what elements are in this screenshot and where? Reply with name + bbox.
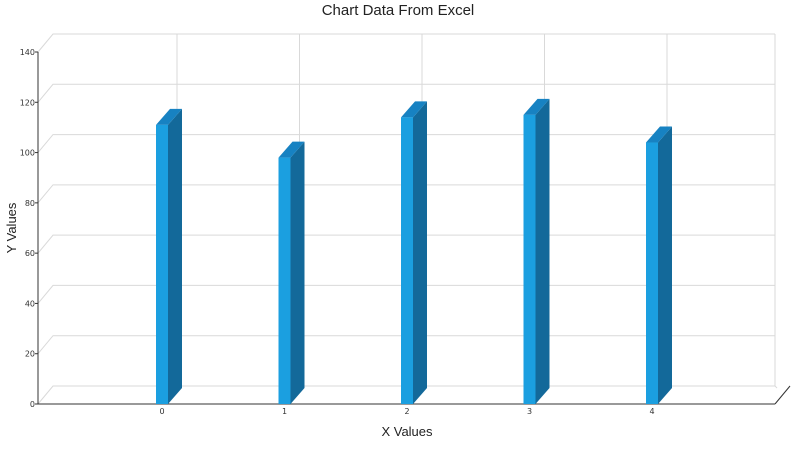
y-tick-label: 40 xyxy=(25,299,35,308)
x-tick-label: 3 xyxy=(527,407,532,416)
bar-side-face xyxy=(658,126,672,404)
floor-edge xyxy=(774,385,778,389)
y-tick-label: 60 xyxy=(25,249,35,258)
x-tick-label: 4 xyxy=(649,407,654,416)
grid-line-y xyxy=(37,83,775,103)
y-axis-label: Y Values xyxy=(4,202,19,253)
y-tick-label: 20 xyxy=(25,350,35,359)
grid-line-y xyxy=(37,33,775,53)
x-tick-label: 1 xyxy=(282,407,287,416)
y-tick-label: 100 xyxy=(20,149,35,158)
bar-side-face xyxy=(413,101,427,404)
bar-front-face xyxy=(523,114,536,404)
bar xyxy=(401,101,427,404)
bar-front-face xyxy=(646,142,658,404)
y-tick-label: 0 xyxy=(30,400,35,409)
bar xyxy=(278,141,305,404)
bar-side-face xyxy=(168,108,182,405)
y-tick-label: 140 xyxy=(20,48,35,57)
bar-front-face xyxy=(401,117,413,404)
x-tick-label: 0 xyxy=(159,407,164,416)
x-axis-label: X Values xyxy=(381,424,433,439)
bar-top-face xyxy=(401,101,427,118)
bar xyxy=(156,108,182,405)
bar-side-face xyxy=(535,98,550,404)
bar-side-face xyxy=(290,141,305,404)
y-tick-labels: 0 20 40 60 80 100 120 140 xyxy=(20,48,35,409)
y-tick-label: 120 xyxy=(20,98,35,107)
bar-top-face xyxy=(156,108,182,125)
bars xyxy=(156,98,672,405)
x-tick-labels: 0 1 2 3 4 xyxy=(159,407,654,416)
bar xyxy=(646,126,672,404)
bar-top-face xyxy=(278,141,305,158)
bar-front-face xyxy=(156,124,168,405)
chart-title: Chart Data From Excel xyxy=(322,2,475,19)
bar xyxy=(523,98,550,404)
bar-front-face xyxy=(278,157,291,404)
x-tick-label: 2 xyxy=(404,407,409,416)
bar-top-face xyxy=(646,126,672,143)
x-axis-depth-line xyxy=(774,385,791,405)
y-tick-label: 80 xyxy=(25,199,35,208)
bar-top-face xyxy=(523,98,550,115)
